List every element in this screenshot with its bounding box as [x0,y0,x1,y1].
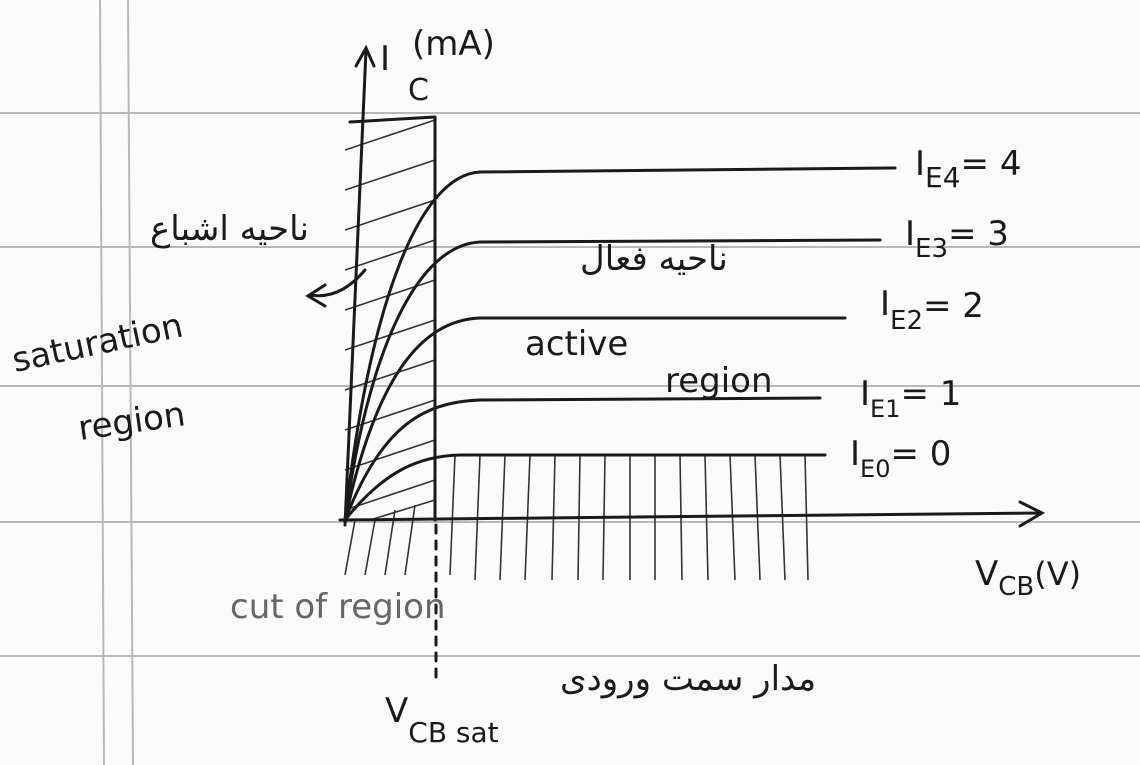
paper [0,0,1140,765]
symbol: I [860,374,870,414]
value: = 0 [890,434,951,474]
symbol: V [975,554,998,594]
symbol: I [380,39,390,79]
symbol: I [905,214,915,254]
subscript: E4 [925,161,961,194]
subscript: CB [998,572,1034,602]
value: = 2 [923,286,984,326]
subscript: E2 [890,306,923,336]
value: = 3 [948,214,1009,254]
symbol: V [385,691,408,731]
cutoff-label: cut of region [230,587,446,627]
subscript: E3 [915,234,948,264]
value: = 1 [900,374,961,414]
symbol: I [850,434,860,474]
page: IC(mA) VCB(V) IE4= 4 IE3= 3 IE2= 2 IE1= … [0,0,1140,765]
subscript: C [408,73,429,108]
active-label: active [525,324,628,364]
subscript: E1 [870,395,900,423]
subscript: CB sat [408,716,498,749]
value: = 4 [961,144,1022,184]
active-label: region [665,361,773,401]
subscript: E0 [860,455,890,483]
unit: (mA) [412,24,495,64]
symbol: I [915,144,925,184]
symbol: I [880,284,890,324]
unit: (V) [1034,555,1081,593]
active-persian: ناحیه فعال [580,239,728,279]
saturation-persian: ناحیه اشباع [150,209,309,249]
cutoff-persian: مدار سمت ورودی [560,659,816,699]
